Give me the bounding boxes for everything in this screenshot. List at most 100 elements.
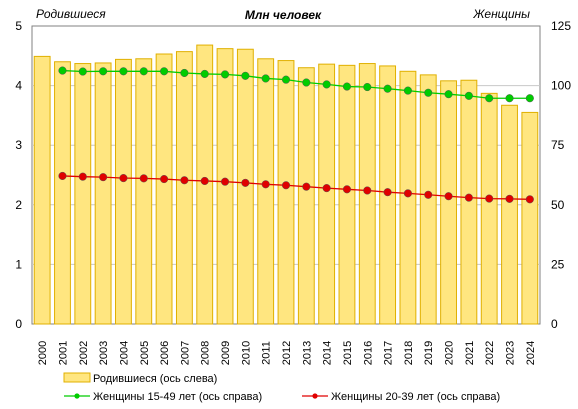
x-tick-label: 2001 xyxy=(57,341,69,365)
x-tick-label: 2021 xyxy=(464,341,476,365)
legend-label-women-20-39: Женщины 20-39 лет (ось справа) xyxy=(331,391,500,403)
point-series1-2010 xyxy=(241,178,250,187)
point-series1-2012 xyxy=(281,181,291,190)
point-series0-2022 xyxy=(485,94,494,103)
bar-births-2000 xyxy=(33,55,51,325)
point-series0-2024 xyxy=(525,94,534,103)
point-series0-2013 xyxy=(302,78,311,87)
left-tick-label: 1 xyxy=(15,257,22,271)
bar-births-2011 xyxy=(257,58,275,325)
point-series0-2003 xyxy=(99,67,108,76)
x-tick-label: 2015 xyxy=(342,341,354,365)
legend-marker-women-20-39 xyxy=(312,393,318,399)
right-tick-label: 25 xyxy=(551,257,565,271)
point-series0-2004 xyxy=(119,67,128,76)
left-tick-label: 4 xyxy=(15,79,22,93)
right-tick-label: 75 xyxy=(551,138,565,152)
x-tick-label: 2017 xyxy=(383,341,395,365)
x-tick-label: 2013 xyxy=(301,341,313,365)
right-tick-label: 125 xyxy=(551,19,571,33)
bar-births-2021 xyxy=(460,79,478,325)
point-series0-2015 xyxy=(342,82,352,91)
x-tick-label: 2000 xyxy=(37,341,49,365)
left-axis-title: Родившиеся xyxy=(36,7,106,21)
bar-births-2018 xyxy=(399,70,417,325)
point-series1-2011 xyxy=(261,180,270,189)
x-tick-label: 2004 xyxy=(118,341,130,365)
point-series1-2023 xyxy=(505,194,514,203)
point-series0-2007 xyxy=(180,68,189,78)
x-tick-label: 2009 xyxy=(220,341,232,365)
point-series1-2009 xyxy=(220,177,230,186)
x-tick-label: 2003 xyxy=(98,341,110,365)
bar-births-2013 xyxy=(297,67,315,325)
bar-births-2004 xyxy=(115,58,132,325)
point-series1-2018 xyxy=(403,189,412,198)
point-series1-2019 xyxy=(424,190,433,199)
left-tick-label: 5 xyxy=(15,19,22,33)
point-series0-2011 xyxy=(261,74,270,83)
point-series1-2001 xyxy=(58,171,67,181)
bar-births-2005 xyxy=(135,58,153,325)
point-series1-2005 xyxy=(139,174,148,183)
x-axis-ticks: 2000 2001 2002 2003 2004 2005 2006 2007 2008 2009… xyxy=(37,341,537,365)
bar-births-2024 xyxy=(521,111,539,325)
point-series1-2008 xyxy=(200,176,209,186)
chart-title: Млн человек xyxy=(245,8,322,22)
point-series1-2004 xyxy=(119,174,128,183)
point-series1-2020 xyxy=(444,192,453,201)
x-tick-label: 2010 xyxy=(240,341,252,365)
right-axis-title: Женщины xyxy=(472,7,530,21)
x-tick-label: 2012 xyxy=(281,341,293,365)
point-series1-2013 xyxy=(302,182,311,191)
x-tick-label: 2019 xyxy=(423,341,435,365)
legend-label-women-15-49: Женщины 15-49 лет (ось справа) xyxy=(93,391,262,403)
point-series0-2001 xyxy=(58,66,67,75)
bar-births-2022 xyxy=(480,92,498,325)
point-series0-2020 xyxy=(444,90,453,99)
x-tick-label: 2018 xyxy=(403,341,415,365)
x-tick-label: 2008 xyxy=(200,341,212,365)
point-series1-2015 xyxy=(342,185,352,194)
point-series1-2017 xyxy=(383,188,392,197)
right-tick-label: 50 xyxy=(551,198,565,212)
bar-births-2009 xyxy=(216,48,234,325)
x-tick-label: 2022 xyxy=(484,341,496,365)
point-series1-2007 xyxy=(180,176,189,185)
right-axis-ticks: 0 25 50 75 100 125 xyxy=(551,19,571,331)
bar-births-2020 xyxy=(440,80,457,325)
bar-births-2012 xyxy=(277,60,295,325)
point-series0-2023 xyxy=(505,94,514,103)
point-series0-2005 xyxy=(139,67,148,76)
bar-births-2023 xyxy=(501,104,518,325)
point-series0-2016 xyxy=(363,82,372,92)
point-series0-2002 xyxy=(78,67,87,76)
bar-births-2007 xyxy=(175,51,193,325)
bars-births xyxy=(33,44,539,325)
x-tick-label: 2024 xyxy=(525,341,537,365)
point-series1-2003 xyxy=(99,173,108,182)
line-series xyxy=(58,66,534,204)
x-tick-label: 2006 xyxy=(159,341,171,365)
bar-births-2003 xyxy=(94,62,112,325)
point-series0-2006 xyxy=(160,67,169,76)
legend-marker-women-15-49 xyxy=(74,393,80,399)
legend: Родившиеся (ось слева) Женщины 15-49 лет… xyxy=(63,372,500,403)
left-tick-label: 2 xyxy=(15,198,22,212)
legend-label-births: Родившиеся (ось слева) xyxy=(93,373,217,385)
bar-births-2019 xyxy=(419,74,437,325)
x-tick-label: 2014 xyxy=(322,341,334,365)
point-series1-2021 xyxy=(464,193,473,202)
point-series1-2016 xyxy=(363,186,372,195)
point-series0-2008 xyxy=(200,69,209,78)
x-tick-label: 2011 xyxy=(261,341,273,365)
point-series0-2010 xyxy=(241,71,250,80)
point-series0-2012 xyxy=(281,75,291,84)
left-tick-label: 0 xyxy=(15,317,22,331)
point-series1-2024 xyxy=(525,195,534,204)
left-tick-label: 3 xyxy=(15,138,22,152)
point-series0-2019 xyxy=(424,88,433,97)
right-tick-label: 0 xyxy=(551,317,558,331)
x-tick-label: 2005 xyxy=(139,341,151,365)
